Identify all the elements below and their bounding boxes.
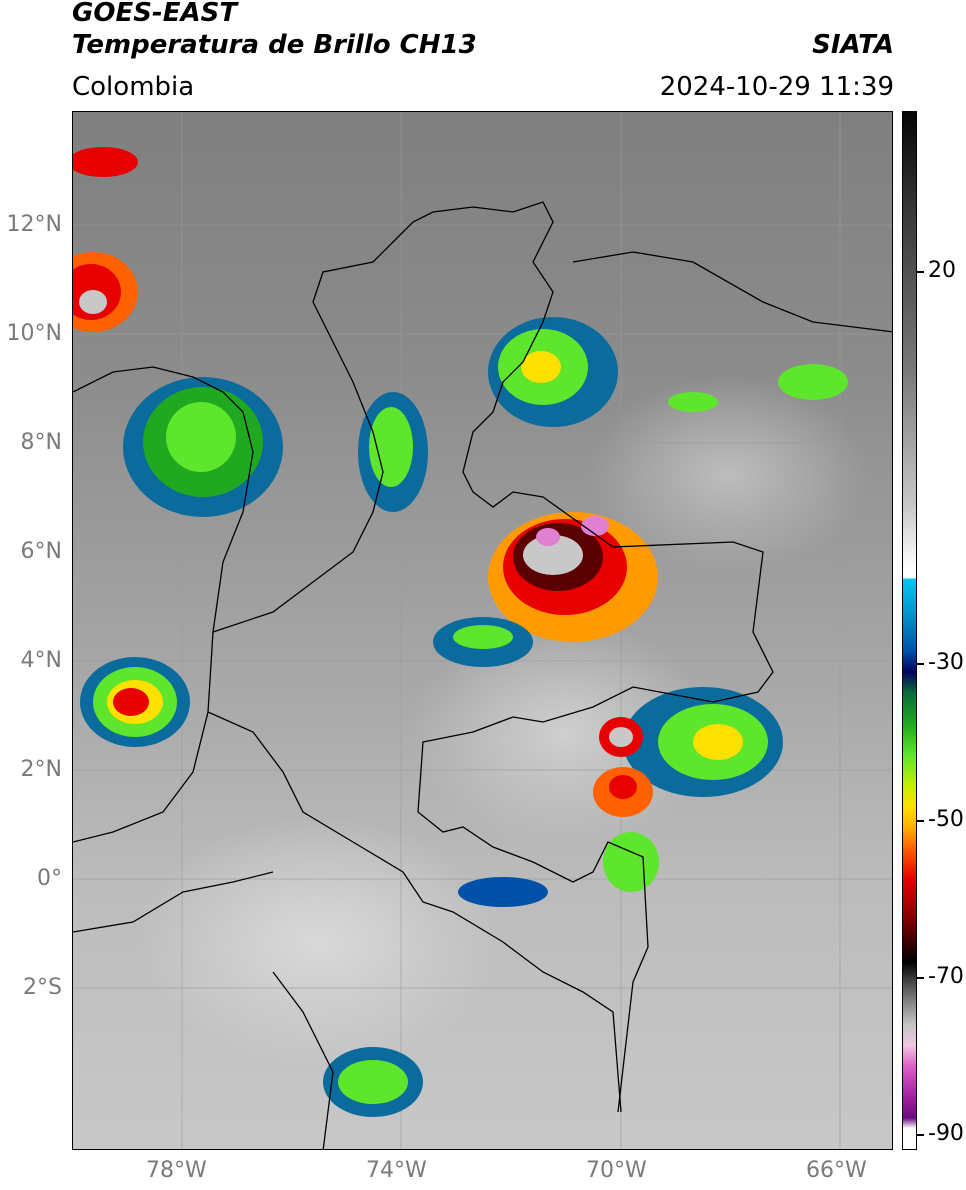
lat-label-10n: 10°N	[6, 321, 62, 346]
temperature-colorbar	[902, 111, 917, 1150]
colorbar-tick	[917, 1134, 924, 1136]
lon-label-78w: 78°W	[146, 1158, 207, 1183]
agency-label: SIATA	[812, 30, 894, 60]
colorbar-tick	[917, 977, 924, 979]
title-line-2: Temperatura de Brillo CH13	[72, 30, 477, 60]
map-overlay	[73, 112, 892, 1149]
colorbar-label-20: 20	[928, 258, 956, 283]
lat-label-8n: 8°N	[20, 430, 62, 455]
lat-label-0: 0°	[37, 866, 62, 891]
colorbar-label-minus70: -70	[928, 964, 964, 989]
lat-label-4n: 4°N	[20, 648, 62, 673]
region-label: Colombia	[72, 72, 195, 102]
colorbar-tick	[917, 663, 924, 665]
lon-label-74w: 74°W	[366, 1158, 427, 1183]
colorbar-label-minus30: -30	[928, 650, 964, 675]
colorbar-label-minus90: -90	[928, 1121, 964, 1146]
datetime-label: 2024-10-29 11:39	[659, 72, 894, 102]
lat-label-2n: 2°N	[20, 757, 62, 782]
colorbar-label-minus50: -50	[928, 807, 964, 832]
colorbar-tick	[917, 271, 924, 273]
colorbar-tick	[917, 820, 924, 822]
lon-label-70w: 70°W	[586, 1158, 647, 1183]
title-line-1: GOES-EAST	[72, 0, 238, 28]
lat-label-12n: 12°N	[6, 212, 62, 237]
political-borders	[73, 201, 892, 1149]
lat-label-2s: 2°S	[23, 975, 62, 1000]
satellite-map[interactable]	[72, 111, 893, 1150]
lat-label-6n: 6°N	[20, 539, 62, 564]
lon-label-66w: 66°W	[806, 1158, 867, 1183]
convective-cells	[73, 147, 848, 1117]
